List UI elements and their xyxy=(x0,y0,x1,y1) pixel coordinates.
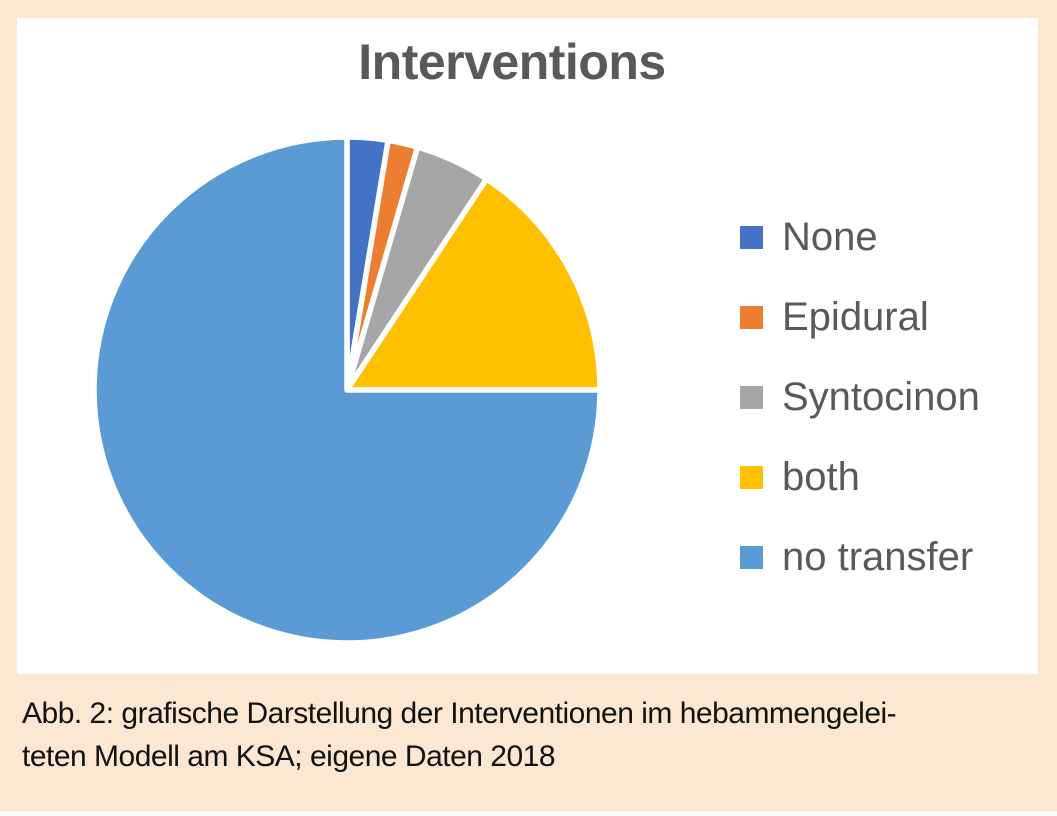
legend: None Epidural Syntocinon both no transfer xyxy=(740,215,980,579)
legend-label: Epidural xyxy=(782,295,929,339)
figure-caption: Abb. 2: grafische Darstellung der Interv… xyxy=(22,692,1037,778)
legend-swatch-icon xyxy=(740,305,763,329)
legend-swatch-icon xyxy=(740,545,763,569)
legend-swatch-icon xyxy=(740,385,763,409)
chart-panel: Interventions None Epidural Syntocinon both… xyxy=(17,18,1038,674)
legend-item-syntocinon: Syntocinon xyxy=(740,375,980,419)
pie-slice-both xyxy=(344,176,603,393)
caption-line-1: Abb. 2: grafische Darstellung der Interv… xyxy=(22,697,897,730)
legend-swatch-icon xyxy=(740,465,763,489)
legend-label: Syntocinon xyxy=(782,375,980,419)
pie-slice-no-transfer xyxy=(91,134,603,646)
legend-swatch-icon xyxy=(740,225,763,249)
legend-label: no transfer xyxy=(782,535,974,579)
legend-item-epidural: Epidural xyxy=(740,295,980,339)
legend-label: None xyxy=(782,215,878,259)
legend-label: both xyxy=(782,455,860,499)
legend-item-both: both xyxy=(740,455,980,499)
legend-item-none: None xyxy=(740,215,980,259)
pie-chart xyxy=(91,134,603,646)
chart-title: Interventions xyxy=(358,34,666,90)
caption-line-2: teten Modell am KSA; eigene Daten 2018 xyxy=(22,740,556,773)
page-bottom-edge xyxy=(0,810,1057,816)
legend-item-no-transfer: no transfer xyxy=(740,535,980,579)
